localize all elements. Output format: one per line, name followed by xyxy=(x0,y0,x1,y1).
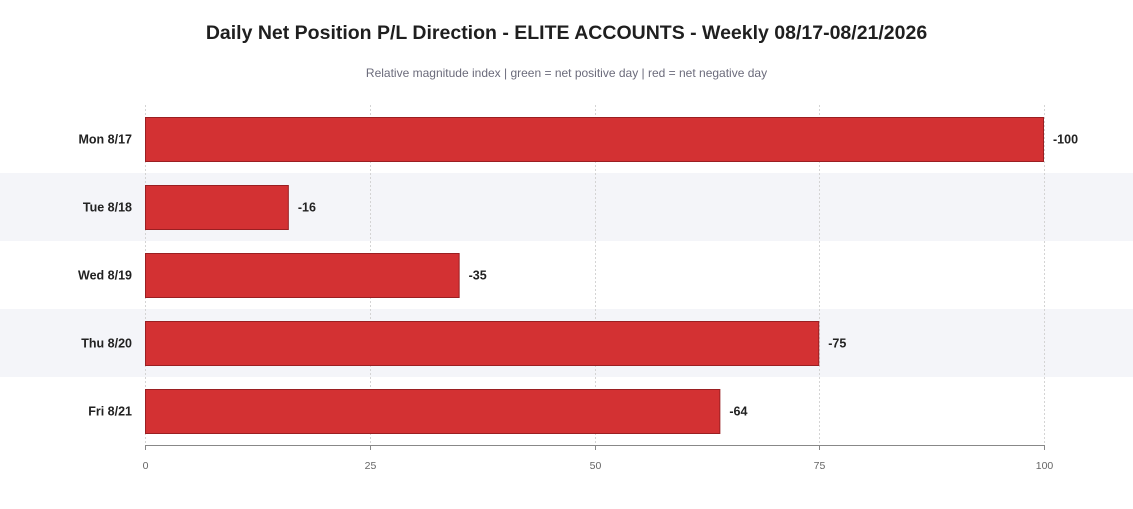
bar xyxy=(145,117,1044,162)
value-labels: -100 -16 -35 -75 -64 xyxy=(298,133,1078,419)
chart-subtitle: Relative magnitude index | green = net p… xyxy=(365,66,768,80)
bar xyxy=(145,185,289,230)
value-label: -100 xyxy=(1053,133,1078,147)
x-axis: 0 25 50 75 100 xyxy=(143,445,1054,472)
category-label: Thu 8/20 xyxy=(81,337,132,351)
value-label: -16 xyxy=(298,201,316,215)
bar xyxy=(145,389,721,434)
x-tick-label: 50 xyxy=(590,460,602,472)
bar xyxy=(145,321,820,366)
value-label: -35 xyxy=(469,269,487,283)
value-label: -64 xyxy=(729,405,747,419)
category-labels: Mon 8/17 Tue 8/18 Wed 8/19 Thu 8/20 Fri 8/21 xyxy=(78,133,132,419)
bar-series xyxy=(145,117,1044,434)
bar xyxy=(145,253,460,298)
x-tick-label: 100 xyxy=(1036,460,1054,472)
category-label: Fri 8/21 xyxy=(88,405,132,419)
x-tick-label: 0 xyxy=(143,460,149,472)
value-label: -75 xyxy=(828,337,846,351)
x-tick-label: 75 xyxy=(814,460,826,472)
category-label: Mon 8/17 xyxy=(79,133,133,147)
x-tick-label: 25 xyxy=(365,460,377,472)
category-label: Wed 8/19 xyxy=(78,269,132,283)
chart-title: Daily Net Position P/L Direction - ELITE… xyxy=(205,22,928,44)
category-label: Tue 8/18 xyxy=(83,201,132,215)
